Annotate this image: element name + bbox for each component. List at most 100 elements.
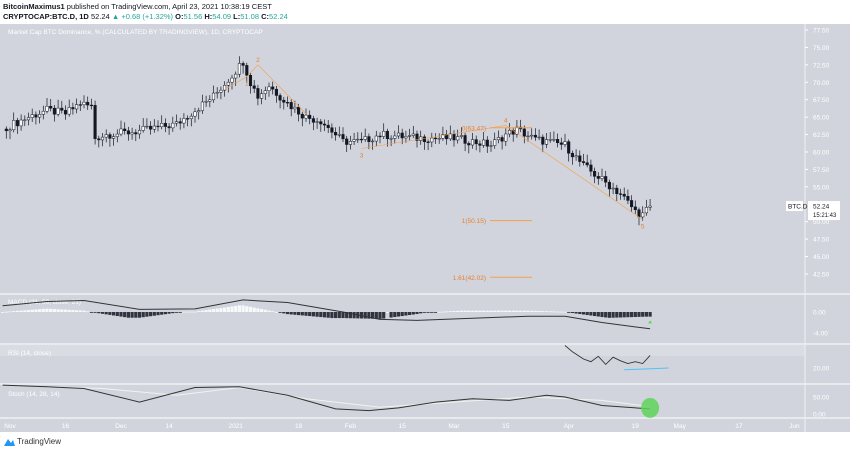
- candle: [385, 131, 389, 140]
- y-tick-label: 65.00: [813, 115, 830, 122]
- macd-histogram-bar: [515, 310, 519, 312]
- candle: [75, 104, 79, 110]
- macd-histogram-bar: [311, 312, 315, 317]
- x-tick-label: 16: [62, 423, 70, 430]
- candle: [611, 187, 615, 190]
- macd-histogram-bar: [563, 311, 567, 313]
- macd-histogram-bar: [178, 312, 182, 313]
- price-label-value: 52.24: [813, 204, 830, 211]
- macd-histogram-bar: [293, 312, 297, 315]
- c-label: C:: [261, 12, 270, 21]
- macd-tick: -4.00: [813, 331, 828, 338]
- macd-histogram-bar: [89, 312, 93, 313]
- fib-label: 1(50.15): [462, 218, 486, 225]
- candle: [41, 110, 45, 115]
- macd-histogram-bar: [52, 309, 56, 312]
- author[interactable]: BitcoinMaximus1: [3, 2, 65, 11]
- macd-histogram-bar: [504, 310, 508, 312]
- candle: [433, 137, 438, 140]
- chart-canvas[interactable]: Market Cap BTC Dominance, % (CALCULATED …: [0, 24, 850, 434]
- macd-histogram-bar: [367, 312, 371, 319]
- x-tick-label: 18: [295, 423, 303, 430]
- candle: [378, 135, 382, 138]
- candle: [23, 119, 27, 121]
- macd-histogram-bar: [496, 310, 500, 312]
- macd-histogram-bar: [470, 310, 475, 312]
- y-tick-label: 75.00: [813, 45, 830, 52]
- candle: [223, 85, 227, 91]
- candle: [641, 212, 645, 218]
- macd-line: [2, 299, 651, 330]
- candle: [500, 137, 504, 142]
- candle: [396, 132, 401, 137]
- candle: [526, 135, 530, 138]
- x-tick-label: 14: [165, 423, 173, 430]
- macd-histogram-bar: [197, 311, 201, 312]
- macd-histogram-bar: [215, 308, 219, 312]
- price-axis: [805, 24, 850, 418]
- candle: [171, 122, 175, 129]
- macd-histogram-bar: [322, 312, 327, 318]
- candle: [200, 101, 204, 111]
- macd-histogram-bar: [452, 311, 456, 312]
- candle: [115, 133, 119, 137]
- candle: [334, 132, 338, 136]
- candle: [574, 155, 578, 158]
- macd-histogram-bar: [60, 309, 64, 312]
- macd-histogram-bar: [385, 312, 389, 313]
- candle: [615, 187, 619, 194]
- x-tick-label: Mar: [448, 423, 460, 430]
- stoch-k-line: [2, 384, 651, 412]
- candle: [34, 114, 38, 118]
- candle: [607, 181, 611, 190]
- candle: [382, 131, 386, 137]
- macd-histogram-bar: [574, 312, 578, 314]
- candle: [363, 136, 367, 140]
- macd-histogram-bar: [297, 312, 301, 316]
- macd-histogram-bar: [467, 310, 471, 312]
- macd-histogram-bar: [478, 310, 482, 312]
- macd-histogram-bar: [112, 312, 116, 316]
- candle: [626, 196, 630, 201]
- wave-line: [224, 64, 307, 114]
- macd-histogram-bar: [241, 305, 245, 312]
- wave-label: 4: [504, 117, 508, 124]
- candle: [45, 105, 49, 112]
- candle: [293, 106, 297, 110]
- macd-histogram-bar: [34, 309, 38, 312]
- candle: [522, 128, 526, 137]
- macd-histogram-bar: [433, 312, 438, 313]
- macd-histogram-bar: [493, 310, 497, 312]
- candle: [415, 133, 419, 141]
- y-tick-label: 55.00: [813, 184, 830, 191]
- stoch-d-line: [46, 386, 651, 408]
- candle: [493, 139, 497, 146]
- candle: [108, 134, 112, 139]
- y-tick-label: 72.50: [813, 62, 830, 69]
- candle: [537, 136, 541, 139]
- candle: [589, 164, 593, 172]
- candle: [241, 63, 245, 66]
- macd-histogram-bar: [408, 312, 412, 316]
- macd-histogram-bar: [352, 312, 356, 319]
- candle: [89, 104, 93, 107]
- macd-histogram-bar: [393, 312, 397, 318]
- candle: [248, 75, 253, 87]
- o-label: O:: [175, 12, 184, 21]
- candle: [485, 139, 489, 147]
- candle: [630, 200, 634, 208]
- candle: [93, 105, 97, 139]
- tradingview-logo: TradingView: [4, 437, 61, 446]
- macd-histogram-bar: [267, 310, 271, 312]
- wave-label: 3: [360, 152, 364, 159]
- candle: [256, 88, 260, 99]
- macd-histogram-bar: [274, 311, 278, 313]
- candle: [100, 136, 105, 141]
- macd-histogram-bar: [548, 311, 552, 313]
- candle: [82, 101, 86, 105]
- macd-histogram-bar: [459, 310, 463, 312]
- macd-histogram-bar: [223, 307, 227, 312]
- macd-histogram-bar: [626, 312, 630, 318]
- macd-histogram-bar: [82, 310, 86, 312]
- candle: [618, 193, 623, 195]
